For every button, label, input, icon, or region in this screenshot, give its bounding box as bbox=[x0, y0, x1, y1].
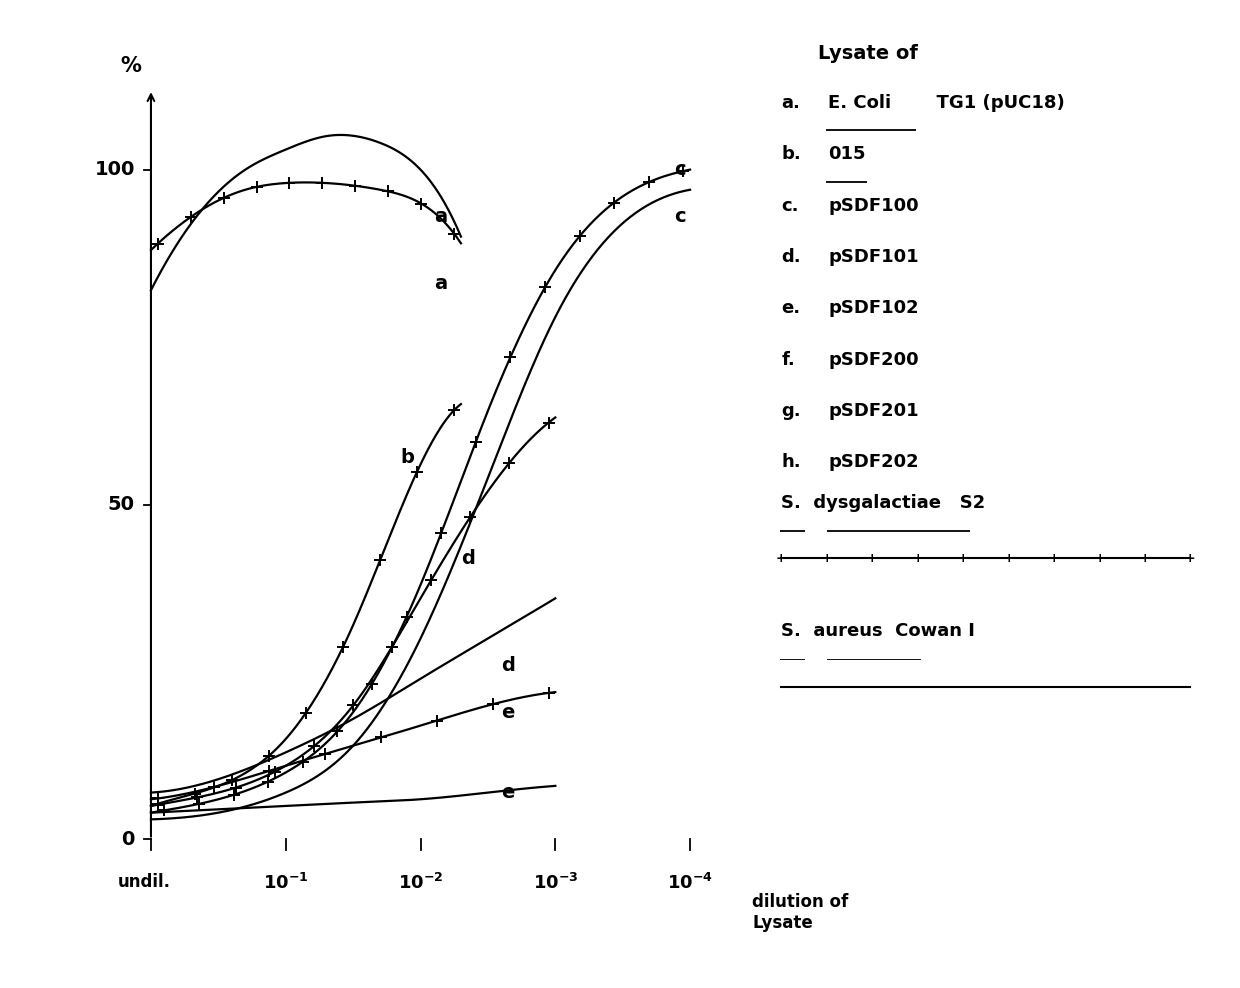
Text: g.: g. bbox=[781, 402, 801, 420]
Text: +: + bbox=[1185, 551, 1195, 565]
Text: $\mathbf{10^{-4}}$: $\mathbf{10^{-4}}$ bbox=[667, 873, 713, 893]
Text: +: + bbox=[1140, 551, 1151, 565]
Text: Lysate of: Lysate of bbox=[818, 44, 919, 63]
Text: +: + bbox=[821, 551, 832, 565]
Text: E. Coli: E. Coli bbox=[828, 94, 892, 112]
Text: d.: d. bbox=[781, 248, 801, 266]
Text: b: b bbox=[401, 449, 414, 467]
Text: $\mathbf{10^{-3}}$: $\mathbf{10^{-3}}$ bbox=[532, 873, 578, 893]
Text: TG1 (pUC18): TG1 (pUC18) bbox=[924, 94, 1065, 112]
Text: pSDF100: pSDF100 bbox=[828, 197, 919, 214]
Text: +: + bbox=[913, 551, 923, 565]
Text: %: % bbox=[120, 56, 141, 76]
Text: 0: 0 bbox=[122, 830, 135, 849]
Text: undil.: undil. bbox=[118, 873, 171, 891]
Text: h.: h. bbox=[781, 453, 801, 471]
Text: pSDF200: pSDF200 bbox=[828, 351, 919, 369]
Text: e: e bbox=[501, 702, 515, 721]
Text: pSDF201: pSDF201 bbox=[828, 402, 919, 420]
Text: $\mathbf{10^{-2}}$: $\mathbf{10^{-2}}$ bbox=[398, 873, 443, 893]
Text: c.: c. bbox=[781, 197, 799, 214]
Text: 015: 015 bbox=[828, 145, 866, 163]
Text: f.: f. bbox=[781, 351, 795, 369]
Text: +: + bbox=[957, 551, 968, 565]
Text: a: a bbox=[434, 274, 448, 293]
Text: 50: 50 bbox=[108, 495, 135, 514]
Text: S.  aureus  Cowan I: S. aureus Cowan I bbox=[781, 622, 975, 640]
Text: +: + bbox=[1003, 551, 1014, 565]
Text: d: d bbox=[461, 548, 475, 568]
Text: e.: e. bbox=[781, 299, 800, 317]
Text: +: + bbox=[776, 551, 786, 565]
Text: a: a bbox=[434, 207, 448, 226]
Text: c: c bbox=[673, 160, 686, 179]
Text: $\mathbf{10^{-1}}$: $\mathbf{10^{-1}}$ bbox=[263, 873, 309, 893]
Text: e: e bbox=[501, 783, 515, 802]
Text: S.  dysgalactiae   S2: S. dysgalactiae S2 bbox=[781, 494, 986, 512]
Text: +: + bbox=[1049, 551, 1059, 565]
Text: pSDF101: pSDF101 bbox=[828, 248, 919, 266]
Text: dilution of
Lysate: dilution of Lysate bbox=[753, 893, 848, 932]
Text: a.: a. bbox=[781, 94, 800, 112]
Text: pSDF202: pSDF202 bbox=[828, 453, 919, 471]
Text: b.: b. bbox=[781, 145, 801, 163]
Text: +: + bbox=[1094, 551, 1105, 565]
Text: +: + bbox=[867, 551, 878, 565]
Text: d: d bbox=[501, 656, 516, 675]
Text: pSDF102: pSDF102 bbox=[828, 299, 919, 317]
Text: c: c bbox=[673, 207, 686, 226]
Text: 100: 100 bbox=[94, 160, 135, 179]
